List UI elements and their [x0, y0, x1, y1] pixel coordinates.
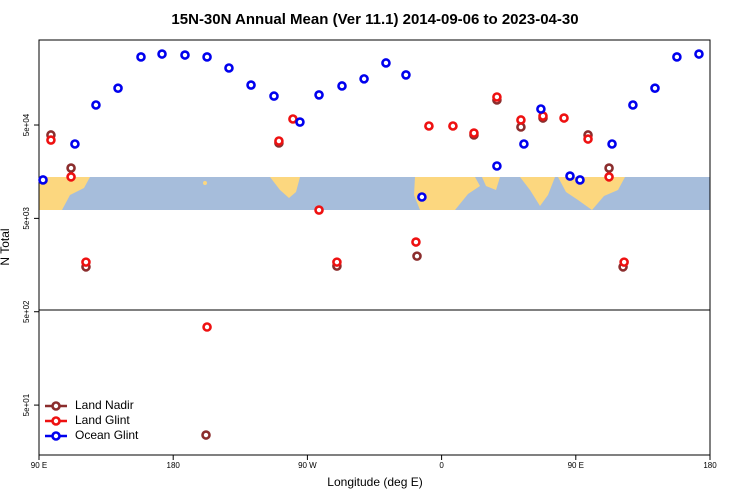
point [314, 90, 324, 100]
point [401, 70, 411, 80]
point [202, 52, 212, 62]
point [448, 121, 458, 131]
legend-marker [51, 401, 61, 411]
point [274, 136, 284, 146]
point [70, 139, 80, 149]
point [202, 322, 212, 332]
x-tick-label: 90 E [31, 461, 47, 470]
point [469, 128, 479, 138]
y-tick-label: 5e+03 [22, 207, 31, 230]
point [81, 257, 91, 267]
point [332, 257, 342, 267]
point [295, 117, 305, 127]
point [672, 52, 682, 62]
point [628, 100, 638, 110]
land-shapes [39, 177, 625, 210]
y-tick-label: 5e+04 [22, 113, 31, 136]
point [604, 172, 614, 182]
point [66, 163, 76, 173]
point [619, 257, 629, 267]
legend-label: Land Nadir [75, 398, 134, 412]
x-tick-label: 90 E [568, 461, 584, 470]
point [38, 175, 48, 185]
point [157, 49, 167, 59]
point [492, 161, 502, 171]
point [650, 83, 660, 93]
point [607, 139, 617, 149]
x-tick-label: 180 [703, 461, 717, 470]
chart-title: 15N-30N Annual Mean (Ver 11.1) 2014-09-0… [171, 11, 578, 28]
y-tick-label: 5e+02 [22, 300, 31, 323]
point [337, 81, 347, 91]
point [536, 104, 546, 114]
legend-label: Land Glint [75, 413, 130, 427]
point [417, 192, 427, 202]
point [694, 49, 704, 59]
point [246, 80, 256, 90]
point [46, 135, 56, 145]
x-axis-label: Longitude (deg E) [327, 475, 422, 489]
y-axis-label: N Total [0, 228, 12, 265]
point [559, 113, 569, 123]
point [411, 237, 421, 247]
point [575, 175, 585, 185]
y-tick-label: 5e+01 [22, 393, 31, 416]
point [492, 92, 502, 102]
x-tick-label: 0 [439, 461, 444, 470]
point [565, 171, 575, 181]
legend-marker [51, 431, 61, 441]
point [424, 121, 434, 131]
point [269, 91, 279, 101]
point [136, 52, 146, 62]
point [113, 83, 123, 93]
map-strip [39, 177, 710, 210]
point [359, 74, 369, 84]
point [180, 50, 190, 60]
point [604, 163, 614, 173]
point [516, 115, 526, 125]
point [412, 251, 422, 261]
plot-frame [38, 39, 711, 456]
point [91, 100, 101, 110]
point [201, 430, 211, 440]
point [314, 205, 324, 215]
x-tick-label: 180 [167, 461, 181, 470]
point [66, 172, 76, 182]
x-tick-label: 90 W [298, 461, 317, 470]
legend-marker [51, 416, 61, 426]
legend-label: Ocean Glint [75, 428, 139, 442]
point [583, 134, 593, 144]
point [381, 58, 391, 68]
point [224, 63, 234, 73]
point [519, 139, 529, 149]
